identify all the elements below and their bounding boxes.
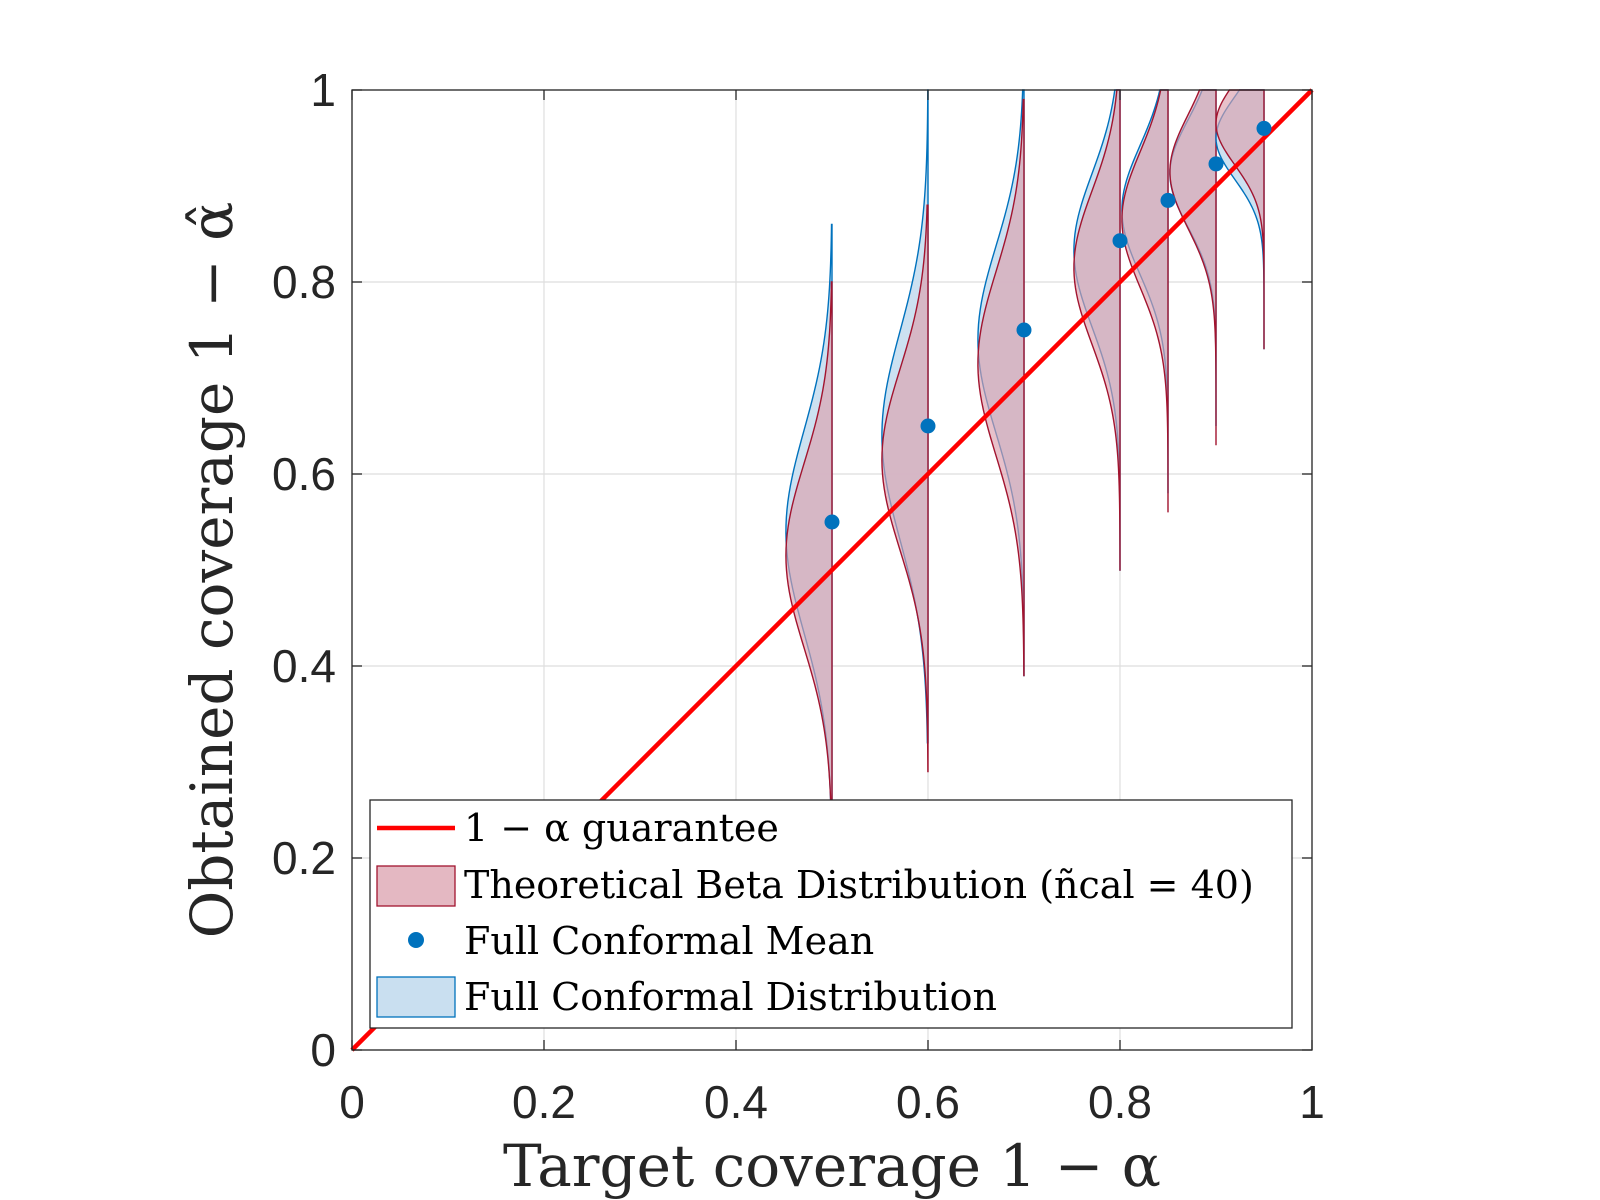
x-tick-label: 0 (339, 1076, 365, 1128)
mean-point (1112, 233, 1128, 249)
mean-point (824, 514, 840, 530)
legend-guarantee-label: 1 − α guarantee (464, 806, 779, 850)
axes-box (351, 89, 1313, 1051)
x-tick-label: 0.6 (896, 1076, 960, 1128)
legend-fc-label: Full Conformal Distribution (464, 975, 997, 1019)
beta-violin (977, 98, 1025, 677)
mean-points (824, 120, 1272, 530)
y-tick-label: 0.8 (272, 256, 336, 308)
y-axis-label: Obtained coverage 1 − α̂ (178, 202, 246, 939)
x-tick-label: 0.4 (704, 1076, 768, 1128)
tick-labels: 0 0.2 0.4 0.6 0.8 1 0 0.2 0.4 0.6 0.8 1 (272, 64, 1325, 1128)
violins (785, 89, 1265, 859)
ticks (351, 89, 1313, 1051)
legend-fc-swatch (376, 976, 456, 1018)
legend-mean-label: Full Conformal Mean (464, 919, 874, 963)
beta-violin (1073, 89, 1121, 571)
x-axis-label: Target coverage 1 − α (503, 1132, 1161, 1200)
mean-point (1160, 192, 1176, 208)
mean-point (920, 418, 936, 434)
mean-point (1256, 120, 1272, 136)
y-tick-label: 0.6 (272, 448, 336, 500)
beta-violin (1215, 89, 1265, 350)
x-tick-label: 0.8 (1088, 1076, 1152, 1128)
legend-beta-label: Theoretical Beta Distribution (ñcal = 40… (464, 863, 1254, 907)
y-tick-label: 0.4 (272, 640, 336, 692)
legend-beta-swatch (376, 865, 456, 907)
legend: 1 − α guarantee Theoretical Beta Distrib… (369, 799, 1293, 1029)
beta-violin (1121, 89, 1169, 513)
y-tick-label: 0.2 (272, 832, 336, 884)
y-tick-label: 1 (310, 64, 336, 116)
beta-violin (881, 204, 929, 773)
beta-violin (785, 281, 833, 859)
x-tick-label: 0.2 (512, 1076, 576, 1128)
legend-mean-swatch (408, 932, 424, 948)
mean-point (1208, 156, 1224, 172)
legend-box (369, 799, 1293, 1029)
beta-violin (1169, 89, 1217, 446)
mean-point (1016, 322, 1032, 338)
x-tick-label: 1 (1299, 1076, 1325, 1128)
y-tick-label: 0 (310, 1024, 336, 1076)
